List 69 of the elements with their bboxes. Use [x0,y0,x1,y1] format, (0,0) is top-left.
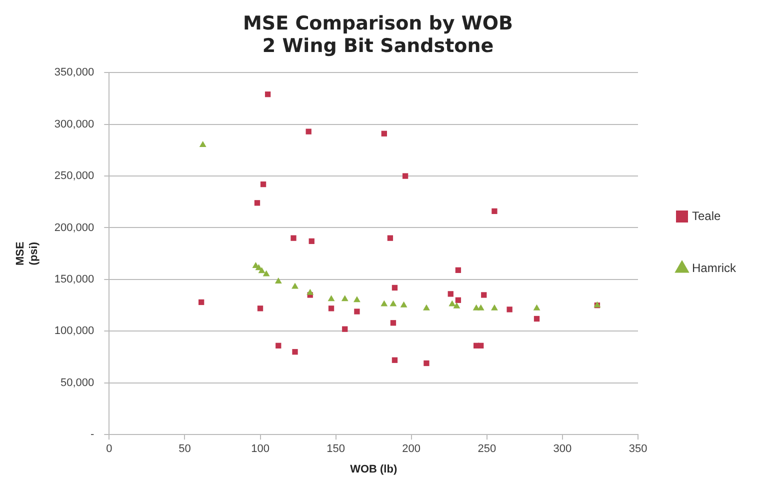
x-tick-label: 100 [251,443,270,456]
point [381,130,387,136]
point [262,270,270,276]
y-tick-label: 250,000 [54,170,94,182]
point [390,320,396,326]
x-tick-label: 350 [628,443,648,456]
legend-label: Hamrick [692,260,737,275]
x-tick-label: 300 [553,443,572,456]
point [424,360,430,366]
point [453,302,460,308]
point [254,200,260,206]
point [198,299,204,306]
point [354,308,360,314]
text: MSE Comparison by WOB [243,12,513,34]
point [292,349,298,355]
point [257,306,264,312]
point [534,316,540,322]
point [390,300,397,306]
y-tick-label: 200,000 [54,222,94,234]
point [306,128,312,134]
point [292,282,298,289]
y-tick-label: 300,000 [54,118,94,130]
point [264,91,271,98]
point [328,306,334,312]
point [260,181,266,188]
point [276,342,282,348]
y-tick-label: 150,000 [54,273,94,286]
point [455,297,462,303]
x-tick-label: 0 [106,443,112,456]
point [387,235,394,241]
point [448,300,456,306]
text: (psi) [28,242,40,266]
point [490,304,498,310]
x-tick-label: 200 [402,443,421,456]
point [354,296,360,302]
point [478,342,484,348]
point [342,326,348,332]
point [477,304,484,310]
y-tick-label: 350,000 [54,66,94,79]
point [308,238,314,244]
x-tick-label: 50 [178,443,191,456]
x-tick-label: 150 [326,443,345,456]
point [341,295,348,302]
text: 2 Wing Bit Sandstone [262,35,494,58]
y-tick-label: 50,000 [60,376,94,389]
point [455,267,462,273]
x-tick-label: 250 [478,443,496,456]
y-tick-label: 100,000 [54,325,94,338]
point [506,306,512,312]
point [380,300,388,306]
point [328,295,335,302]
point [533,304,540,310]
legend-label: Teale [692,208,722,223]
point [306,288,314,295]
point [448,291,454,297]
x-axis-title: WOB (lb) [350,463,398,476]
point [199,141,206,147]
point [258,267,266,274]
y-tick-label: - [90,428,94,441]
point [392,357,398,363]
point [402,173,408,179]
point [290,235,296,241]
text: MSE [14,242,27,266]
point [392,284,398,291]
point [423,304,430,310]
point [400,301,408,308]
point [274,278,282,284]
point [481,292,487,298]
point [492,208,498,214]
